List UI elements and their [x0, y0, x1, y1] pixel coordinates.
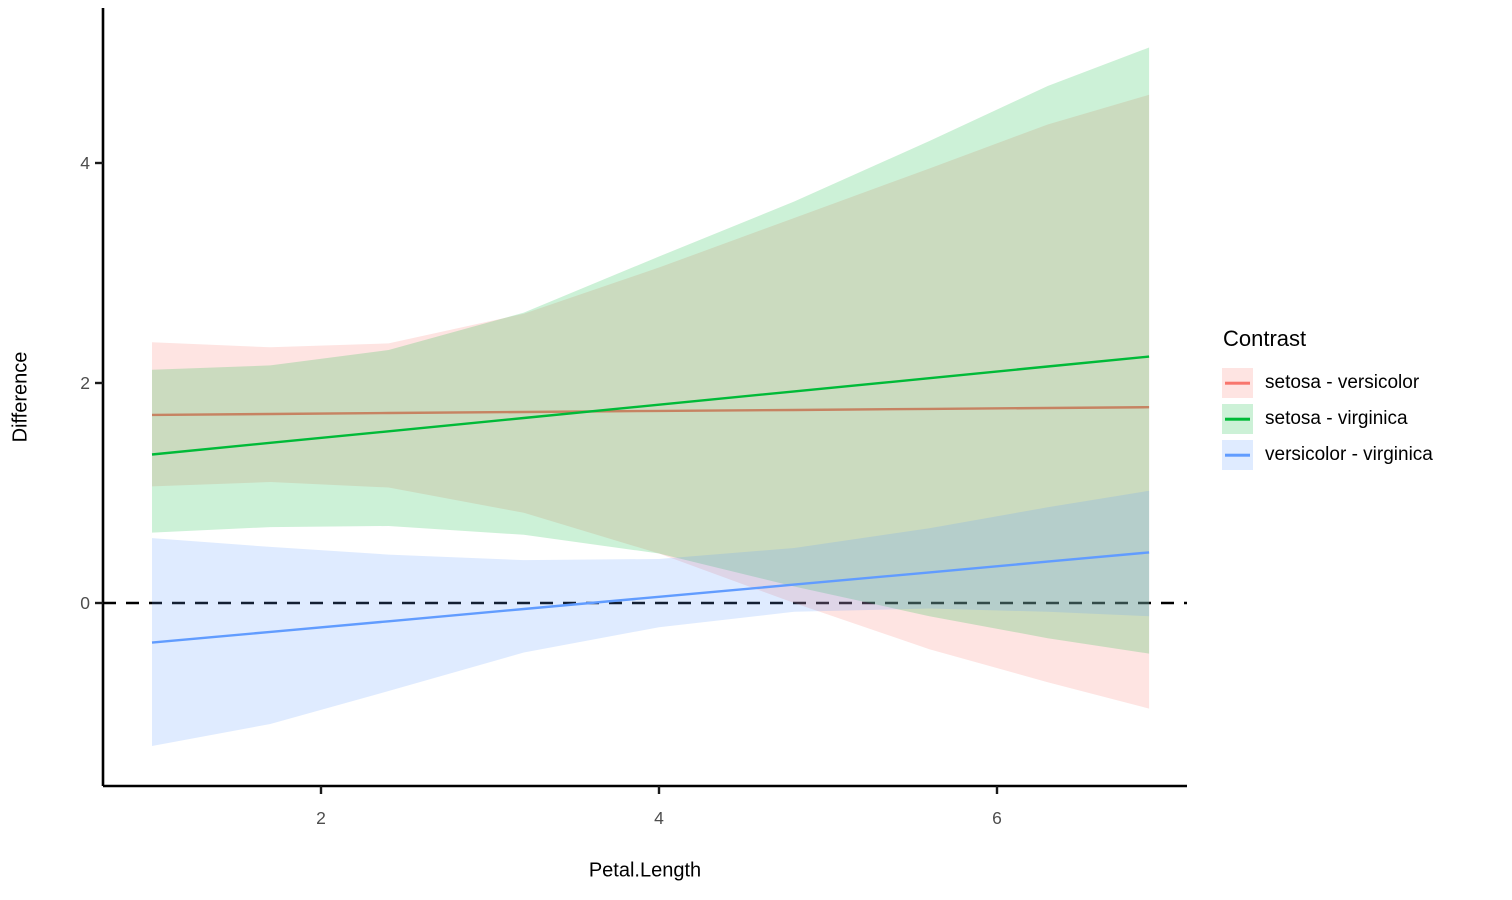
x-axis-title: Petal.Length	[588, 859, 702, 882]
legend-key-line-icon	[1225, 417, 1250, 421]
ribbon-versicolor-virginica	[152, 490, 1150, 746]
legend-item-setosa-versicolor: setosa - versicolor	[1222, 365, 1433, 401]
legend-swatch-setosa-versicolor	[1222, 368, 1253, 398]
legend-item-versicolor-virginica: versicolor - virginica	[1222, 437, 1433, 473]
line-versicolor-virginica	[151, 551, 1150, 644]
legend-key-line-icon	[1225, 453, 1250, 457]
line-setosa-virginica	[151, 355, 1150, 456]
legend-label: setosa - virginica	[1265, 408, 1408, 429]
x-tick-label: 6	[992, 808, 1002, 828]
legend: Contrast setosa - versicolor setosa - vi…	[1222, 326, 1433, 473]
legend-key-line-icon	[1225, 381, 1250, 385]
legend-title: Contrast	[1223, 326, 1307, 351]
ribbon-setosa-virginica	[152, 47, 1150, 654]
ribbon-setosa-versicolor	[152, 94, 1150, 709]
line-setosa-versicolor	[151, 406, 1150, 417]
y-tick-label: 2	[80, 373, 90, 393]
y-axis-title: Difference	[9, 351, 32, 443]
legend-swatch-setosa-virginica	[1222, 404, 1253, 434]
legend-label: setosa - versicolor	[1265, 372, 1420, 393]
legend-label: versicolor - virginica	[1265, 444, 1433, 465]
y-tick-label: 0	[80, 593, 90, 613]
x-tick-label: 2	[316, 808, 326, 828]
x-tick-label: 4	[654, 808, 664, 828]
y-tick-label: 4	[80, 153, 90, 173]
legend-item-setosa-virginica: setosa - virginica	[1222, 401, 1433, 437]
legend-swatch-versicolor-virginica	[1222, 440, 1253, 470]
